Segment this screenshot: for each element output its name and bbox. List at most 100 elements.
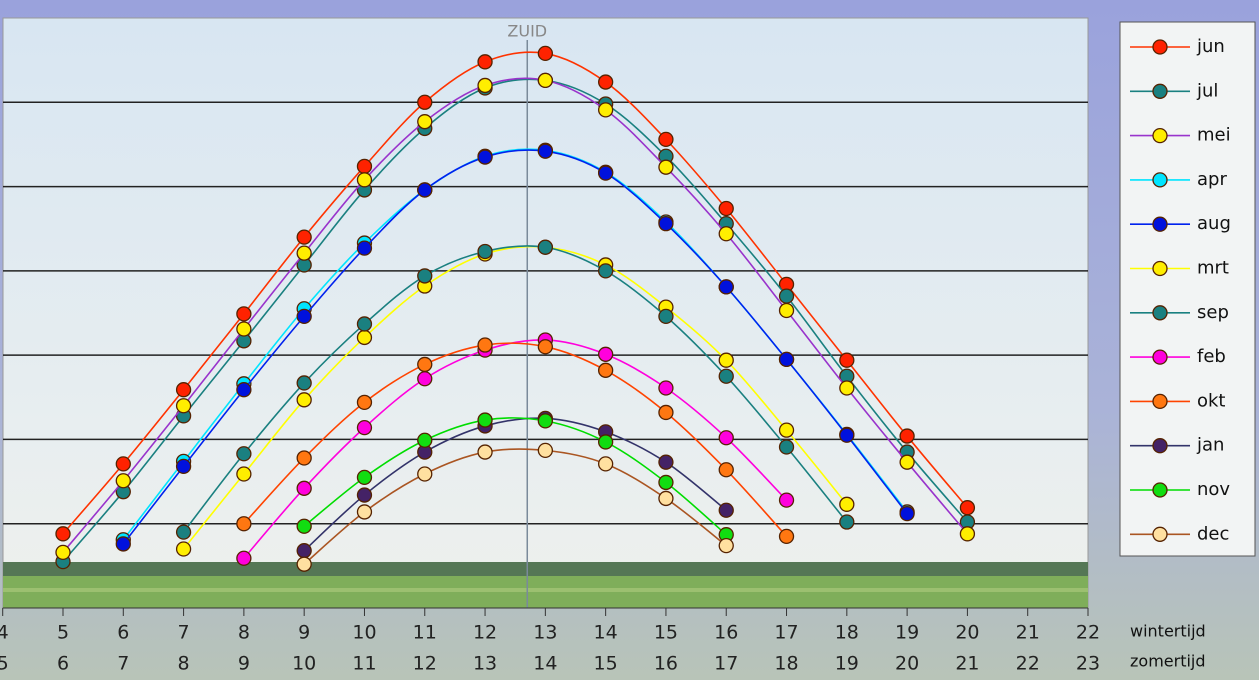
data-point xyxy=(658,490,674,507)
x-tick-label: 7 xyxy=(178,622,190,644)
data-point xyxy=(236,321,252,337)
data-point xyxy=(597,434,614,450)
data-point xyxy=(959,526,976,542)
data-point xyxy=(778,528,795,545)
data-point xyxy=(356,419,373,436)
x-tick-label: 20 xyxy=(955,622,979,644)
data-point xyxy=(658,454,674,470)
plot-area xyxy=(2,17,1089,609)
data-point xyxy=(356,316,373,332)
data-point xyxy=(658,216,674,232)
legend-marker xyxy=(1152,526,1168,542)
data-point xyxy=(839,514,855,530)
x2-tick-label: 8 xyxy=(178,653,190,675)
data-point xyxy=(778,351,795,368)
x-tick-label: 22 xyxy=(1076,622,1100,644)
data-point xyxy=(537,143,553,159)
x2-tick-label: 16 xyxy=(654,653,678,675)
annotation: ZUID xyxy=(507,22,547,41)
legend-label: jan xyxy=(1196,435,1224,456)
data-point xyxy=(296,392,312,408)
legend-marker xyxy=(1152,83,1168,99)
data-point xyxy=(778,302,795,319)
data-point xyxy=(658,159,674,175)
data-point xyxy=(597,165,614,181)
data-point xyxy=(537,239,553,255)
data-point xyxy=(236,550,252,566)
data-point xyxy=(597,346,614,362)
data-point xyxy=(296,308,312,325)
data-point xyxy=(296,450,312,466)
data-point xyxy=(296,543,312,559)
data-point xyxy=(236,446,252,462)
data-point xyxy=(718,502,734,518)
data-point xyxy=(778,422,795,438)
data-point xyxy=(175,524,192,540)
x2-axis-label: zomertijd xyxy=(1130,652,1206,671)
legend-label: jul xyxy=(1196,80,1218,101)
x2-tick-label: 13 xyxy=(473,653,497,675)
data-point xyxy=(417,114,433,130)
data-point xyxy=(718,368,734,384)
x2-tick-label: 15 xyxy=(594,653,618,675)
data-point xyxy=(718,279,734,295)
legend-marker xyxy=(1152,393,1168,410)
data-point xyxy=(778,492,795,508)
x-tick-label: 4 xyxy=(0,622,9,644)
data-point xyxy=(718,430,734,446)
data-point xyxy=(417,356,433,373)
legend-marker xyxy=(1152,349,1168,365)
data-point xyxy=(658,404,674,421)
data-point xyxy=(356,240,373,256)
x2-tick-label: 17 xyxy=(714,653,738,675)
data-point xyxy=(356,487,373,503)
data-point xyxy=(477,337,493,353)
data-point xyxy=(55,544,71,561)
data-point xyxy=(899,428,915,444)
data-point xyxy=(417,466,433,482)
legend-label: dec xyxy=(1197,523,1229,544)
legend-marker xyxy=(1152,438,1168,454)
data-point xyxy=(175,458,192,475)
legend-label: feb xyxy=(1197,346,1226,367)
data-point xyxy=(175,398,192,414)
x2-tick-label: 10 xyxy=(292,653,316,675)
data-point xyxy=(296,556,312,572)
data-point xyxy=(417,268,433,284)
legend-label: sep xyxy=(1197,302,1229,323)
legend-marker xyxy=(1152,172,1168,188)
data-point xyxy=(718,537,734,554)
x2-tick-label: 23 xyxy=(1076,653,1100,675)
data-point xyxy=(115,536,131,552)
data-point xyxy=(175,382,192,398)
x2-tick-label: 18 xyxy=(774,653,798,675)
data-point xyxy=(296,245,312,261)
x2-tick-label: 5 xyxy=(0,653,9,675)
data-point xyxy=(718,462,734,478)
x-tick-label: 11 xyxy=(413,622,437,644)
series-line xyxy=(62,77,969,553)
x2-tick-label: 6 xyxy=(57,653,69,675)
data-point xyxy=(477,444,493,460)
data-point xyxy=(537,339,553,355)
x2-tick-label: 22 xyxy=(1016,653,1040,675)
data-point xyxy=(477,149,493,165)
data-point xyxy=(658,474,674,491)
series-line xyxy=(62,78,969,563)
data-point xyxy=(597,263,614,279)
data-point xyxy=(236,466,252,482)
data-point xyxy=(477,412,493,428)
data-point xyxy=(778,439,795,455)
landscape xyxy=(3,562,1088,608)
x-tick-label: 5 xyxy=(57,622,69,644)
data-point xyxy=(296,375,312,391)
data-point xyxy=(658,308,674,325)
data-point xyxy=(718,200,734,217)
data-point xyxy=(597,362,614,378)
x-tick-label: 17 xyxy=(774,622,798,644)
data-point xyxy=(537,442,553,459)
legend-label: mrt xyxy=(1197,258,1229,279)
data-point xyxy=(417,94,433,110)
data-point xyxy=(778,288,795,304)
legend-label: apr xyxy=(1197,169,1227,190)
